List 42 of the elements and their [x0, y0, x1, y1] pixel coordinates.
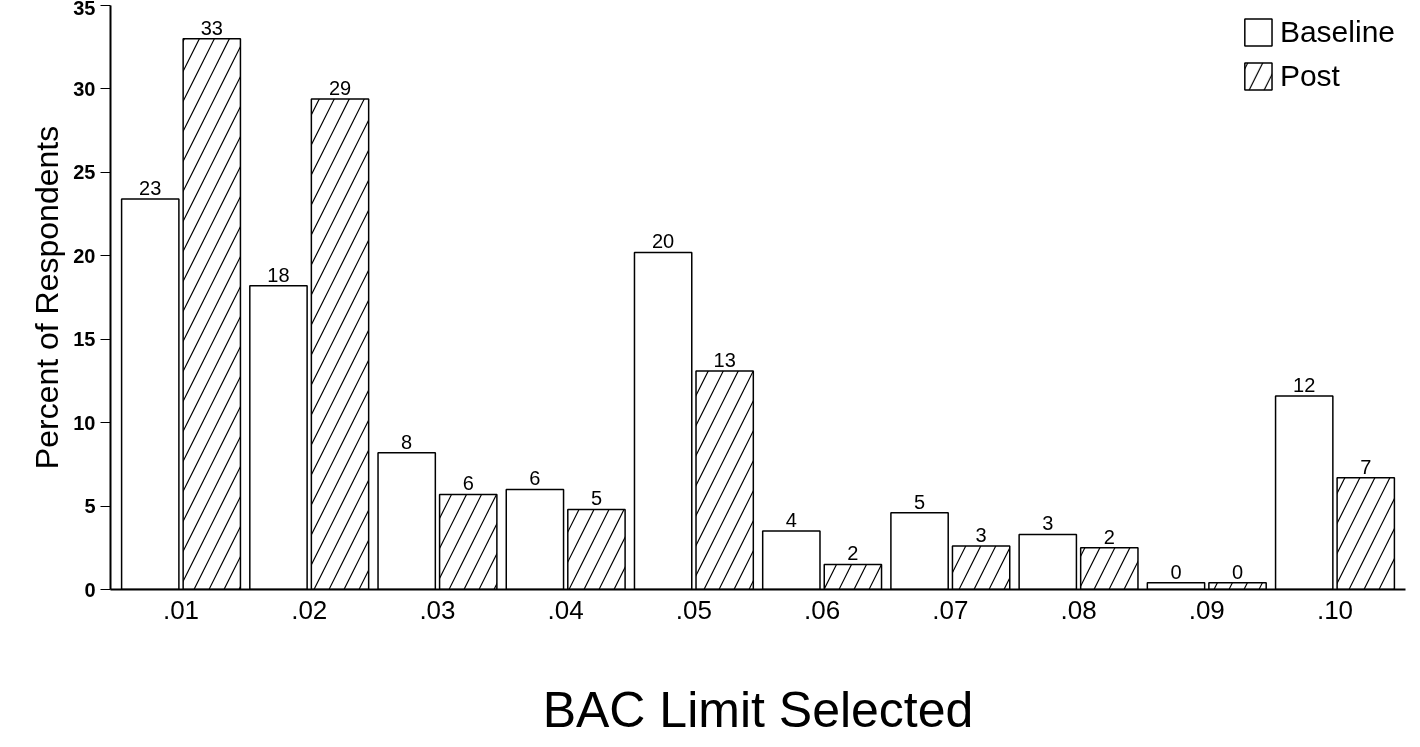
x-tick-label: .05 — [675, 594, 712, 625]
x-tick-label: .02 — [291, 594, 328, 625]
x-tick-label: .06 — [804, 594, 841, 625]
data-label: 8 — [401, 430, 413, 453]
data-label: 7 — [1360, 455, 1372, 478]
x-tick-label: .08 — [1060, 594, 1097, 625]
data-label: 5 — [590, 487, 603, 510]
x-tick-label: .09 — [1188, 594, 1225, 625]
y-tick-label: 25 — [73, 161, 96, 184]
data-label: 2 — [1103, 525, 1115, 548]
x-tick-label: .10 — [1316, 594, 1354, 625]
y-axis-title: Percent of Respondents — [29, 125, 66, 470]
data-label: 0 — [1170, 560, 1182, 583]
y-tick-label: 10 — [73, 411, 96, 434]
data-label: 6 — [529, 467, 541, 490]
data-label: 4 — [785, 509, 797, 532]
data-label: 2 — [847, 542, 859, 565]
legend-label: Post — [1279, 59, 1340, 93]
data-label: 12 — [1293, 373, 1316, 396]
data-label: 0 — [1231, 560, 1244, 583]
y-tick-label: 15 — [73, 328, 96, 351]
data-label: 29 — [328, 76, 352, 99]
x-tick-label: .03 — [419, 594, 456, 625]
y-tick-label: 5 — [84, 495, 96, 518]
x-axis-title: BAC Limit Selected — [542, 681, 974, 738]
data-label: 33 — [200, 16, 223, 39]
y-tick-label: 35 — [73, 0, 96, 19]
y-tick-label: 0 — [84, 578, 96, 601]
x-tick-label: .07 — [932, 594, 969, 625]
x-tick-label: .01 — [162, 594, 200, 625]
legend-label: Baseline — [1279, 15, 1395, 49]
y-tick-label: 20 — [73, 244, 96, 267]
x-tick-label: .04 — [547, 594, 584, 625]
data-label: 6 — [462, 472, 474, 495]
data-label: 13 — [713, 348, 736, 371]
data-label: 5 — [913, 490, 926, 513]
data-label: 23 — [139, 177, 162, 200]
data-label: 18 — [267, 263, 290, 286]
data-label: 20 — [652, 230, 675, 253]
data-label: 3 — [975, 524, 987, 547]
data-label: 3 — [1042, 512, 1054, 535]
y-tick-label: 30 — [73, 77, 96, 100]
